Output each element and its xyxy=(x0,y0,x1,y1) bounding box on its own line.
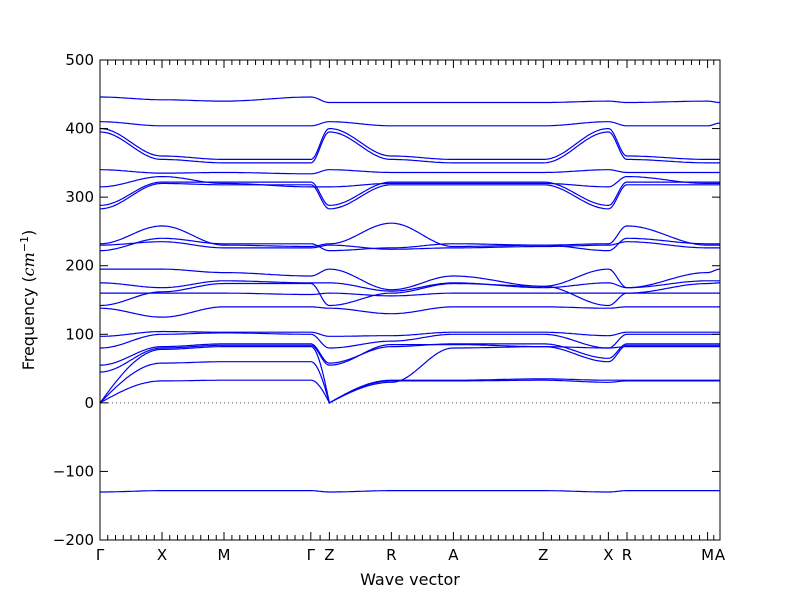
y-axis: −200 −100 0 100 200 300 400 500 xyxy=(53,51,720,549)
y-axis-title-exponent: −1 xyxy=(18,236,31,252)
y-tick-label: 100 xyxy=(65,325,94,343)
y-tick-label: 500 xyxy=(65,51,94,69)
x-axis-title: Wave vector xyxy=(360,570,460,589)
band-line xyxy=(100,182,720,210)
y-axis-title-unit: cm xyxy=(19,252,38,276)
y-axis-title: Frequency (cm−1) xyxy=(18,230,38,371)
band-line xyxy=(100,131,720,164)
band-line xyxy=(100,241,720,250)
band-line xyxy=(100,490,720,493)
band-line xyxy=(100,128,720,160)
x-tick-label: Γ xyxy=(307,546,316,564)
band-line xyxy=(99,379,720,404)
x-tick-label: M xyxy=(701,546,714,564)
y-tick-label: 300 xyxy=(65,188,94,206)
band-line xyxy=(100,330,720,337)
y-tick-label: −200 xyxy=(53,531,94,549)
band-line xyxy=(100,121,720,127)
x-tick-label: R xyxy=(622,546,632,564)
band-line xyxy=(100,169,720,175)
band-line xyxy=(99,181,720,207)
y-axis-title-suffix: ) xyxy=(19,230,38,236)
x-tick-label: A xyxy=(448,546,459,564)
band-line xyxy=(100,268,720,291)
x-tick-label: M xyxy=(218,546,231,564)
x-tick-label: Z xyxy=(324,546,334,564)
y-tick-label: −100 xyxy=(53,462,94,480)
band-line xyxy=(100,280,720,292)
band-line xyxy=(100,343,720,366)
band-line xyxy=(100,96,720,104)
band-line xyxy=(100,344,720,373)
x-tick-label: Γ xyxy=(96,546,105,564)
band-lines xyxy=(99,96,720,493)
band-line xyxy=(100,306,720,318)
x-tick-label: A xyxy=(715,546,726,564)
y-tick-label: 0 xyxy=(84,394,94,412)
y-tick-label: 200 xyxy=(65,257,94,275)
band-line xyxy=(100,332,720,349)
band-line xyxy=(99,176,720,188)
plot-frame xyxy=(99,59,721,541)
x-tick-label: X xyxy=(157,546,167,564)
y-tick-label: 400 xyxy=(65,120,94,138)
band-line xyxy=(99,361,720,404)
band-line xyxy=(99,346,720,404)
band-line xyxy=(100,282,720,307)
band-line xyxy=(100,292,720,297)
band-line xyxy=(99,222,720,248)
y-axis-title-prefix: Frequency ( xyxy=(19,276,38,370)
x-tick-label: Z xyxy=(538,546,548,564)
x-tick-label: X xyxy=(603,546,613,564)
x-tick-label: R xyxy=(386,546,396,564)
